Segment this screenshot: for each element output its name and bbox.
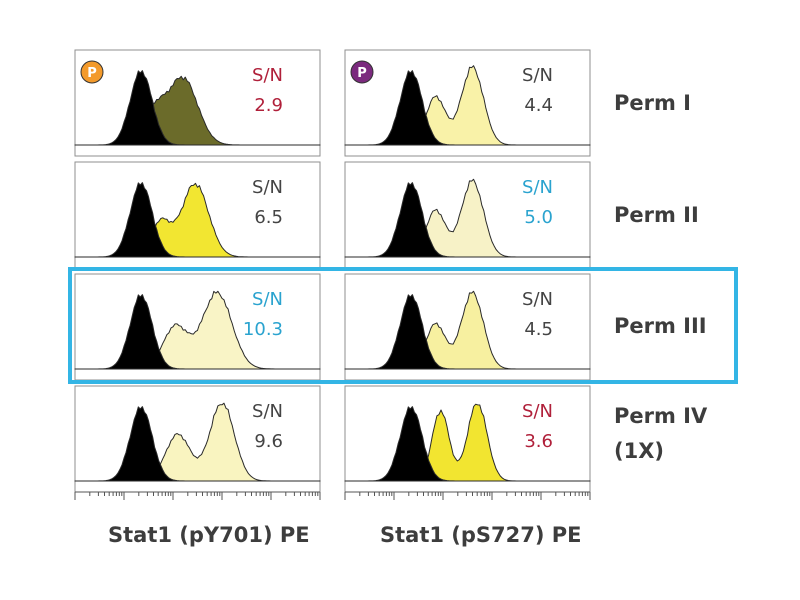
row-label-perm-i: Perm I <box>614 91 691 115</box>
panel-r3-c2: S/N 4.5 <box>344 273 591 381</box>
row-label-perm-iv: Perm IV <box>614 404 708 428</box>
sn-label: S/N <box>522 65 553 86</box>
x-axis-col-2 <box>344 491 591 500</box>
x-axis-col-1 <box>74 491 321 500</box>
badge-letter: P <box>357 66 367 81</box>
sn-label: S/N <box>522 401 553 422</box>
badge-letter: P <box>87 66 97 81</box>
unstained-histogram <box>344 70 591 146</box>
badge-circle <box>350 60 374 84</box>
sn-value: 3.6 <box>524 431 553 452</box>
sn-label: S/N <box>522 289 553 310</box>
sn-value: 4.5 <box>524 319 553 340</box>
unstained-histogram <box>74 182 321 258</box>
sn-label: S/N <box>252 401 283 422</box>
x-axis-label-pY701: Stat1 (pY701) PE <box>108 523 310 547</box>
unstained-histogram <box>344 294 591 370</box>
row-label-perm-ii: Perm II <box>614 203 699 227</box>
row-label-perm-iv-sub: (1X) <box>614 439 664 463</box>
panel-r1-c2: S/N 4.4 <box>344 49 591 157</box>
sn-value: 6.5 <box>254 207 283 228</box>
sn-value: 5.0 <box>524 207 553 228</box>
unstained-histogram <box>344 182 591 258</box>
phospho-badge-2: P <box>350 60 374 84</box>
phospho-badge-1: P <box>80 60 104 84</box>
figure-labels: Perm I Perm II Perm III Perm IV (1X) Sta… <box>108 91 708 547</box>
highlight-box-perm-iii <box>68 267 738 384</box>
sn-label: S/N <box>252 289 283 310</box>
x-axis-label-pS727: Stat1 (pS727) PE <box>380 523 582 547</box>
panel-r1-c1: S/N 2.9 <box>74 49 321 157</box>
panel-r4-c1: S/N 9.6 <box>74 385 321 493</box>
sn-value: 2.9 <box>254 95 283 116</box>
panel-r2-c1: S/N 6.5 <box>74 161 321 269</box>
panel-r4-c2: S/N 3.6 <box>344 385 591 493</box>
unstained-histogram <box>74 294 321 370</box>
sn-label: S/N <box>252 65 283 86</box>
unstained-histogram <box>344 406 591 482</box>
sn-label: S/N <box>522 177 553 198</box>
panel-r3-c1: S/N 10.3 <box>74 273 321 381</box>
row-label-perm-iii: Perm III <box>614 314 707 338</box>
unstained-histogram <box>74 70 321 146</box>
sn-value: 4.4 <box>524 95 553 116</box>
sn-value: 9.6 <box>254 431 283 452</box>
unstained-histogram <box>74 406 321 482</box>
x-axis-ticks <box>74 491 591 500</box>
panel-r2-c2: S/N 5.0 <box>344 161 591 269</box>
histogram-panels: S/N2.9S/N4.4S/N6.5S/N5.0S/N10.3S/N4.5S/N… <box>74 49 591 493</box>
badge-circle <box>80 60 104 84</box>
sn-label: S/N <box>252 177 283 198</box>
sn-value: 10.3 <box>243 319 283 340</box>
